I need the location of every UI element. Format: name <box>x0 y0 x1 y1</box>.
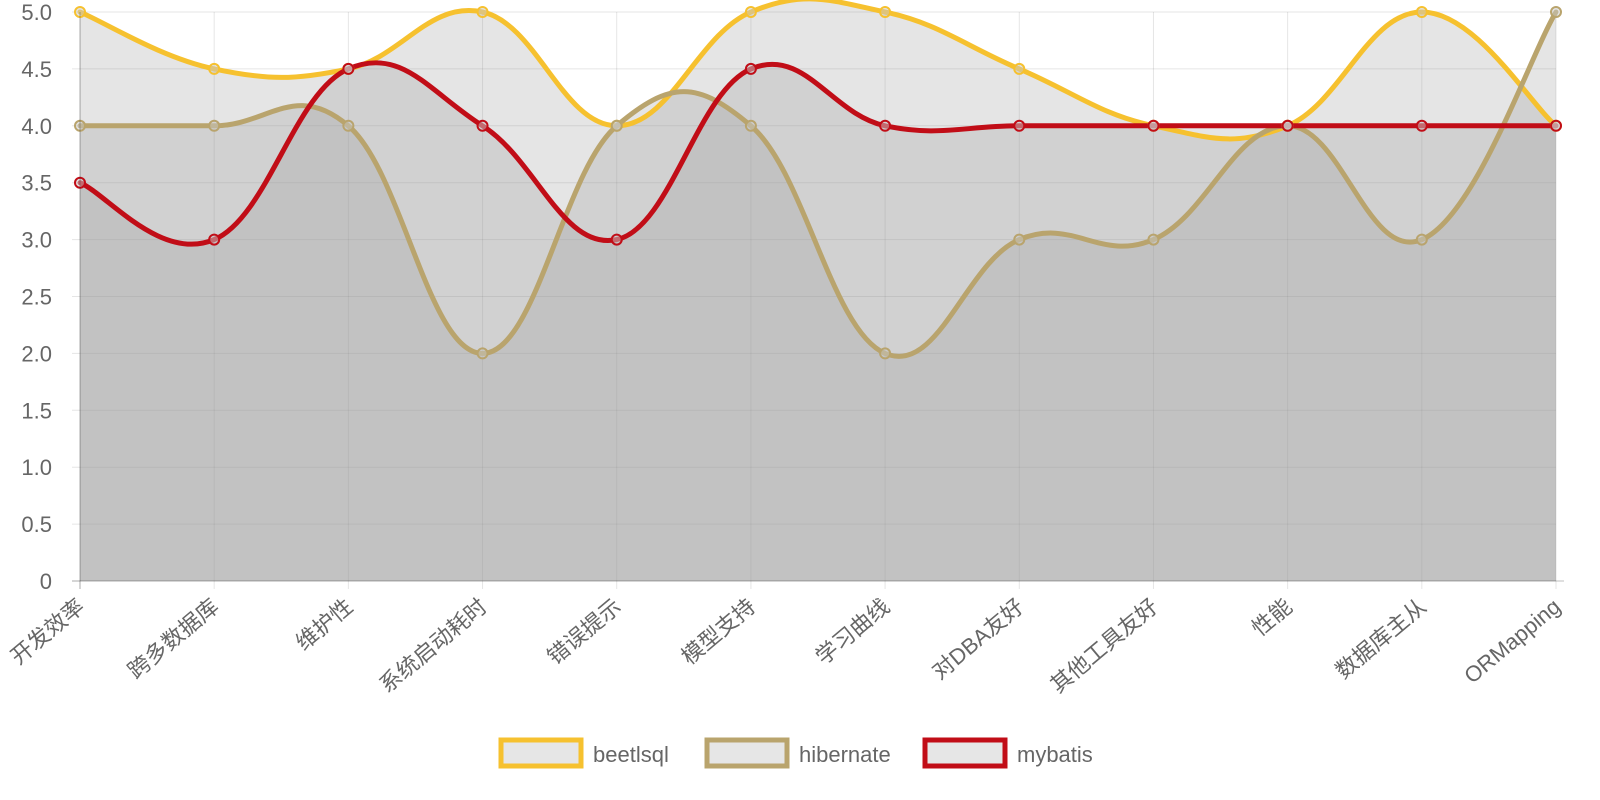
x-tick-label: 模型支持 <box>677 594 760 670</box>
x-tick-label: 跨多数据库 <box>123 594 223 684</box>
data-point-mybatis <box>744 62 757 75</box>
data-point-mybatis <box>1550 119 1562 132</box>
data-point-beetlsql <box>208 62 221 75</box>
data-point-hibernate <box>342 119 355 132</box>
data-point-mybatis <box>208 233 221 246</box>
data-point-mybatis <box>1415 119 1428 132</box>
y-tick-label: 2.5 <box>21 285 52 310</box>
data-point-mybatis <box>1147 119 1160 132</box>
x-tick-label: 学习曲线 <box>811 594 894 670</box>
data-point-mybatis <box>342 62 355 75</box>
x-tick-label: 对DBA友好 <box>927 594 1028 685</box>
x-tick-label: 数据库主从 <box>1331 594 1431 684</box>
y-axis-tick-labels: 0 0.5 1.0 1.5 2.0 2.5 3.0 3.5 4.0 4.5 5.0 <box>21 0 52 594</box>
y-tick-label: 3.0 <box>21 228 52 253</box>
data-point-hibernate <box>74 119 86 132</box>
y-tick-label: 1.5 <box>21 398 52 423</box>
data-point-mybatis <box>610 233 623 246</box>
x-tick-label: ORMapping <box>1459 594 1565 689</box>
legend-swatch <box>704 737 790 769</box>
x-tick-label: 其他工具友好 <box>1045 594 1162 698</box>
x-tick-label: 错误提示 <box>542 594 625 670</box>
data-point-hibernate <box>879 347 892 360</box>
y-tick-label: 0.5 <box>21 512 52 537</box>
series-area-mybatis <box>80 62 1556 581</box>
grid <box>72 11 1557 589</box>
data-point-beetlsql <box>879 6 892 18</box>
legend-swatch <box>922 737 1008 769</box>
data-point-beetlsql <box>1013 62 1026 75</box>
x-axis-tick-labels: 开发效率 跨多数据库 维护性 系统启动耗时 错误提示 模型支持 学习曲线 对DBA友好 其他工具… <box>6 594 1565 698</box>
data-point-mybatis <box>476 119 489 132</box>
data-point-beetlsql <box>74 6 86 18</box>
legend-item-mybatis[interactable]: mybatis <box>922 737 1093 769</box>
y-tick-label: 4.0 <box>21 114 52 139</box>
series-area-hibernate <box>80 12 1556 581</box>
legend-item-beetlsql[interactable]: beetlsql <box>498 737 669 769</box>
data-point-hibernate <box>1550 6 1562 18</box>
y-tick-label: 2.0 <box>21 341 52 366</box>
axes <box>72 12 1564 589</box>
series-line-hibernate <box>77 9 1559 359</box>
series-areas <box>80 0 1556 581</box>
data-point-hibernate <box>1415 233 1428 246</box>
data-point-beetlsql <box>476 6 489 18</box>
data-point-mybatis <box>879 119 892 132</box>
data-point-hibernate <box>208 119 221 132</box>
legend-swatch <box>498 737 584 769</box>
legend-item-hibernate[interactable]: hibernate <box>704 737 891 769</box>
y-tick-label: 5.0 <box>21 0 52 25</box>
data-point-mybatis <box>1281 119 1294 132</box>
x-tick-label: 系统启动耗时 <box>375 594 492 698</box>
x-tick-label: 维护性 <box>291 594 358 656</box>
legend: beetlsql hibernate mybatis <box>498 737 1093 769</box>
data-point-hibernate <box>610 119 623 132</box>
legend-label: beetlsql <box>593 742 669 767</box>
data-point-mybatis <box>1013 119 1026 132</box>
x-tick-label: 性能 <box>1247 594 1297 641</box>
data-point-mybatis <box>74 176 86 189</box>
y-tick-label: 0 <box>40 569 52 594</box>
data-point-hibernate <box>744 119 757 132</box>
data-point-beetlsql <box>1415 6 1428 18</box>
data-point-hibernate <box>1013 233 1026 246</box>
data-point-beetlsql <box>744 6 757 18</box>
legend-label: hibernate <box>799 742 891 767</box>
series-area-beetlsql <box>80 0 1556 581</box>
x-tick-label: 开发效率 <box>6 594 89 670</box>
series-points <box>74 6 1562 360</box>
y-tick-label: 4.5 <box>21 57 52 82</box>
legend-label: mybatis <box>1017 742 1093 767</box>
data-point-hibernate <box>476 347 489 360</box>
y-tick-label: 1.0 <box>21 455 52 480</box>
y-tick-label: 3.5 <box>21 171 52 196</box>
data-point-hibernate <box>1147 233 1160 246</box>
